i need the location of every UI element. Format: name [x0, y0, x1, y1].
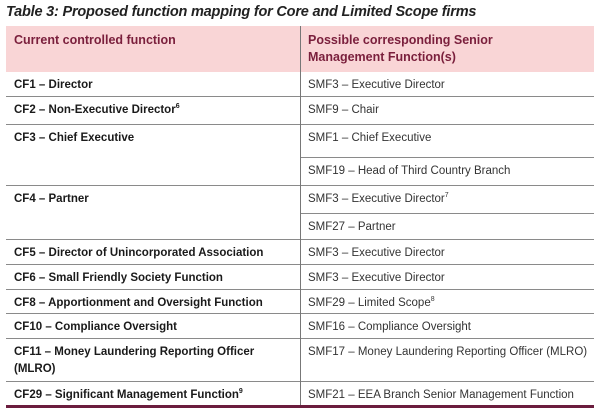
footnote-ref: 8 — [430, 296, 435, 304]
smf-label: SMF21 – EEA Branch Senior Management Fun… — [308, 389, 574, 401]
current-function-cell: CF4 – Partner — [14, 191, 294, 208]
smf-cell: SMF3 – Executive Director7 — [300, 186, 594, 214]
current-function-cell: CF6 – Small Friendly Society Function — [14, 270, 294, 287]
column-divider — [300, 26, 301, 406]
cf-label: CF3 – Chief Executive — [14, 132, 135, 144]
smf-label: SMF9 – Chair — [308, 104, 379, 116]
current-function-cell: CF2 – Non-Executive Director6 — [14, 102, 294, 119]
smf-cell: SMF9 – Chair — [300, 97, 594, 125]
smf-label: SMF3 – Executive Director — [308, 272, 445, 284]
smf-label: SMF3 – Executive Director — [308, 193, 445, 205]
smf-cell: SMF29 – Limited Scope8 — [300, 290, 594, 314]
cf-label: CF11 – Money Laundering Reporting Office… — [14, 346, 255, 375]
smf-label: SMF19 – Head of Third Country Branch — [308, 165, 511, 177]
smf-label: SMF16 – Compliance Oversight — [308, 321, 471, 333]
footnote-ref: 9 — [238, 388, 243, 396]
table-title: Table 3: Proposed function mapping for C… — [6, 4, 477, 20]
smf-label: SMF3 – Executive Director — [308, 79, 445, 91]
smf-cell: SMF27 – Partner — [300, 214, 594, 240]
cf-label: CF1 – Director — [14, 79, 93, 91]
footnote-ref: 6 — [175, 103, 180, 111]
smf-label: SMF3 – Executive Director — [308, 247, 445, 259]
smf-cell: SMF19 – Head of Third Country Branch — [300, 158, 594, 186]
bottom-rule — [6, 405, 594, 408]
smf-cell: SMF3 – Executive Director — [300, 265, 594, 290]
header-current-function: Current controlled function — [14, 33, 176, 47]
smf-label: SMF27 – Partner — [308, 221, 396, 233]
smf-cell: SMF3 – Executive Director — [300, 72, 594, 97]
current-function-cell: CF10 – Compliance Oversight — [14, 319, 294, 336]
current-function-cell: CF29 – Significant Management Function9 — [14, 387, 294, 404]
current-function-cell: CF5 – Director of Unincorporated Associa… — [14, 245, 294, 262]
current-function-cell: CF8 – Apportionment and Oversight Functi… — [14, 295, 294, 312]
smf-label: SMF29 – Limited Scope — [308, 297, 431, 309]
table-row: CF11 – Money Laundering Reporting Office… — [6, 339, 594, 382]
cf-label: CF29 – Significant Management Function — [14, 389, 239, 401]
cf-label: CF10 – Compliance Oversight — [14, 321, 177, 333]
current-function-cell: CF1 – Director — [14, 77, 294, 94]
cf-label: CF2 – Non-Executive Director — [14, 104, 176, 116]
footnote-ref: 7 — [444, 192, 449, 200]
cf-label: CF5 – Director of Unincorporated Associa… — [14, 247, 264, 259]
smf-label: SMF17 – Money Laundering Reporting Offic… — [308, 346, 588, 358]
smf-cell: SMF17 – Money Laundering Reporting Offic… — [300, 339, 594, 382]
header-smf: Possible corresponding Senior Management… — [308, 33, 493, 64]
smf-cell: SMF3 – Executive Director — [300, 240, 594, 265]
smf-label: SMF1 – Chief Executive — [308, 132, 432, 144]
function-mapping-table: Current controlled function Possible cor… — [6, 26, 594, 408]
cf-label: CF4 – Partner — [14, 193, 89, 205]
smf-cell: SMF21 – EEA Branch Senior Management Fun… — [300, 382, 594, 406]
cf-label: CF8 – Apportionment and Oversight Functi… — [14, 297, 263, 309]
table-row: CF29 – Significant Management Function9 S… — [6, 382, 594, 406]
cf-label: CF6 – Small Friendly Society Function — [14, 272, 223, 284]
smf-cell: SMF1 – Chief Executive — [300, 125, 594, 158]
current-function-cell: CF11 – Money Laundering Reporting Office… — [14, 344, 294, 378]
current-function-cell: CF3 – Chief Executive — [14, 130, 294, 147]
smf-cell: SMF16 – Compliance Oversight — [300, 314, 594, 339]
